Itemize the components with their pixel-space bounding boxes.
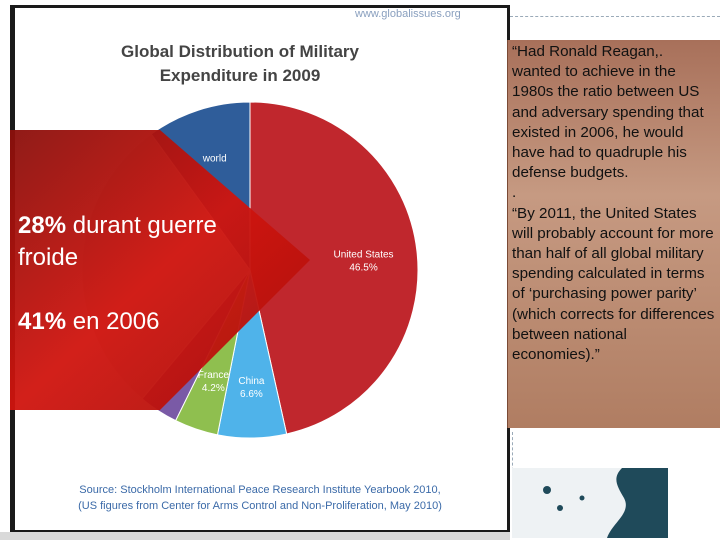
pie-value-united-states: 46.5%: [349, 262, 377, 273]
overlay-pct-1: 28%: [18, 212, 67, 239]
bottom-strip: [0, 532, 510, 540]
source-note: Source: Stockholm International Peace Re…: [30, 482, 490, 514]
overlay-text-2: en 2006: [66, 308, 160, 335]
quote-separator: .: [512, 184, 517, 202]
quote-box: [507, 40, 720, 428]
overlay-arrow-shape: [10, 130, 310, 410]
dashed-rule: [510, 16, 720, 17]
pie-slice-united-states: [249, 101, 419, 435]
quote-paragraph-1: “Had Ronald Reagan,. wanted to achieve i…: [512, 43, 704, 182]
source-line1: Source: Stockholm International Peace Re…: [79, 484, 441, 496]
chart-title: Global Distribution of Military Expendit…: [80, 40, 400, 88]
overlay-stat-2: 41% en 2006: [18, 306, 278, 338]
source-url: www.globalissues.org: [355, 8, 461, 20]
chart-title-line1: Global Distribution of Military: [121, 42, 359, 61]
pie-value-france: 4.2%: [202, 383, 225, 394]
overlay-stat-1: 28% durant guerre froide: [18, 210, 278, 274]
quote-paragraph-2: “By 2011, the United States will probabl…: [512, 204, 715, 364]
chart-title-line2: Expenditure in 2009: [159, 66, 321, 85]
pie-label-united-states: United States: [334, 249, 394, 260]
overlay-text: 28% durant guerre froide 41% en 2006: [18, 210, 278, 338]
pie-label-rest-of-world: world: [202, 153, 227, 164]
overlay-text-1: durant guerre froide: [18, 212, 217, 271]
thumbnail-shape: [607, 468, 668, 538]
overlay-pct-2: 41%: [18, 308, 67, 335]
quote-text: “Had Ronald Reagan,. wanted to achieve i…: [512, 42, 716, 365]
overlay-arrow: [10, 130, 310, 410]
decorative-thumbnail: [512, 468, 668, 538]
pie-value-china: 6.6%: [240, 389, 263, 400]
source-line2: (US figures from Center for Arms Control…: [78, 500, 442, 512]
pie-label-china: China: [238, 376, 265, 387]
pie-label-france: France: [198, 370, 230, 381]
